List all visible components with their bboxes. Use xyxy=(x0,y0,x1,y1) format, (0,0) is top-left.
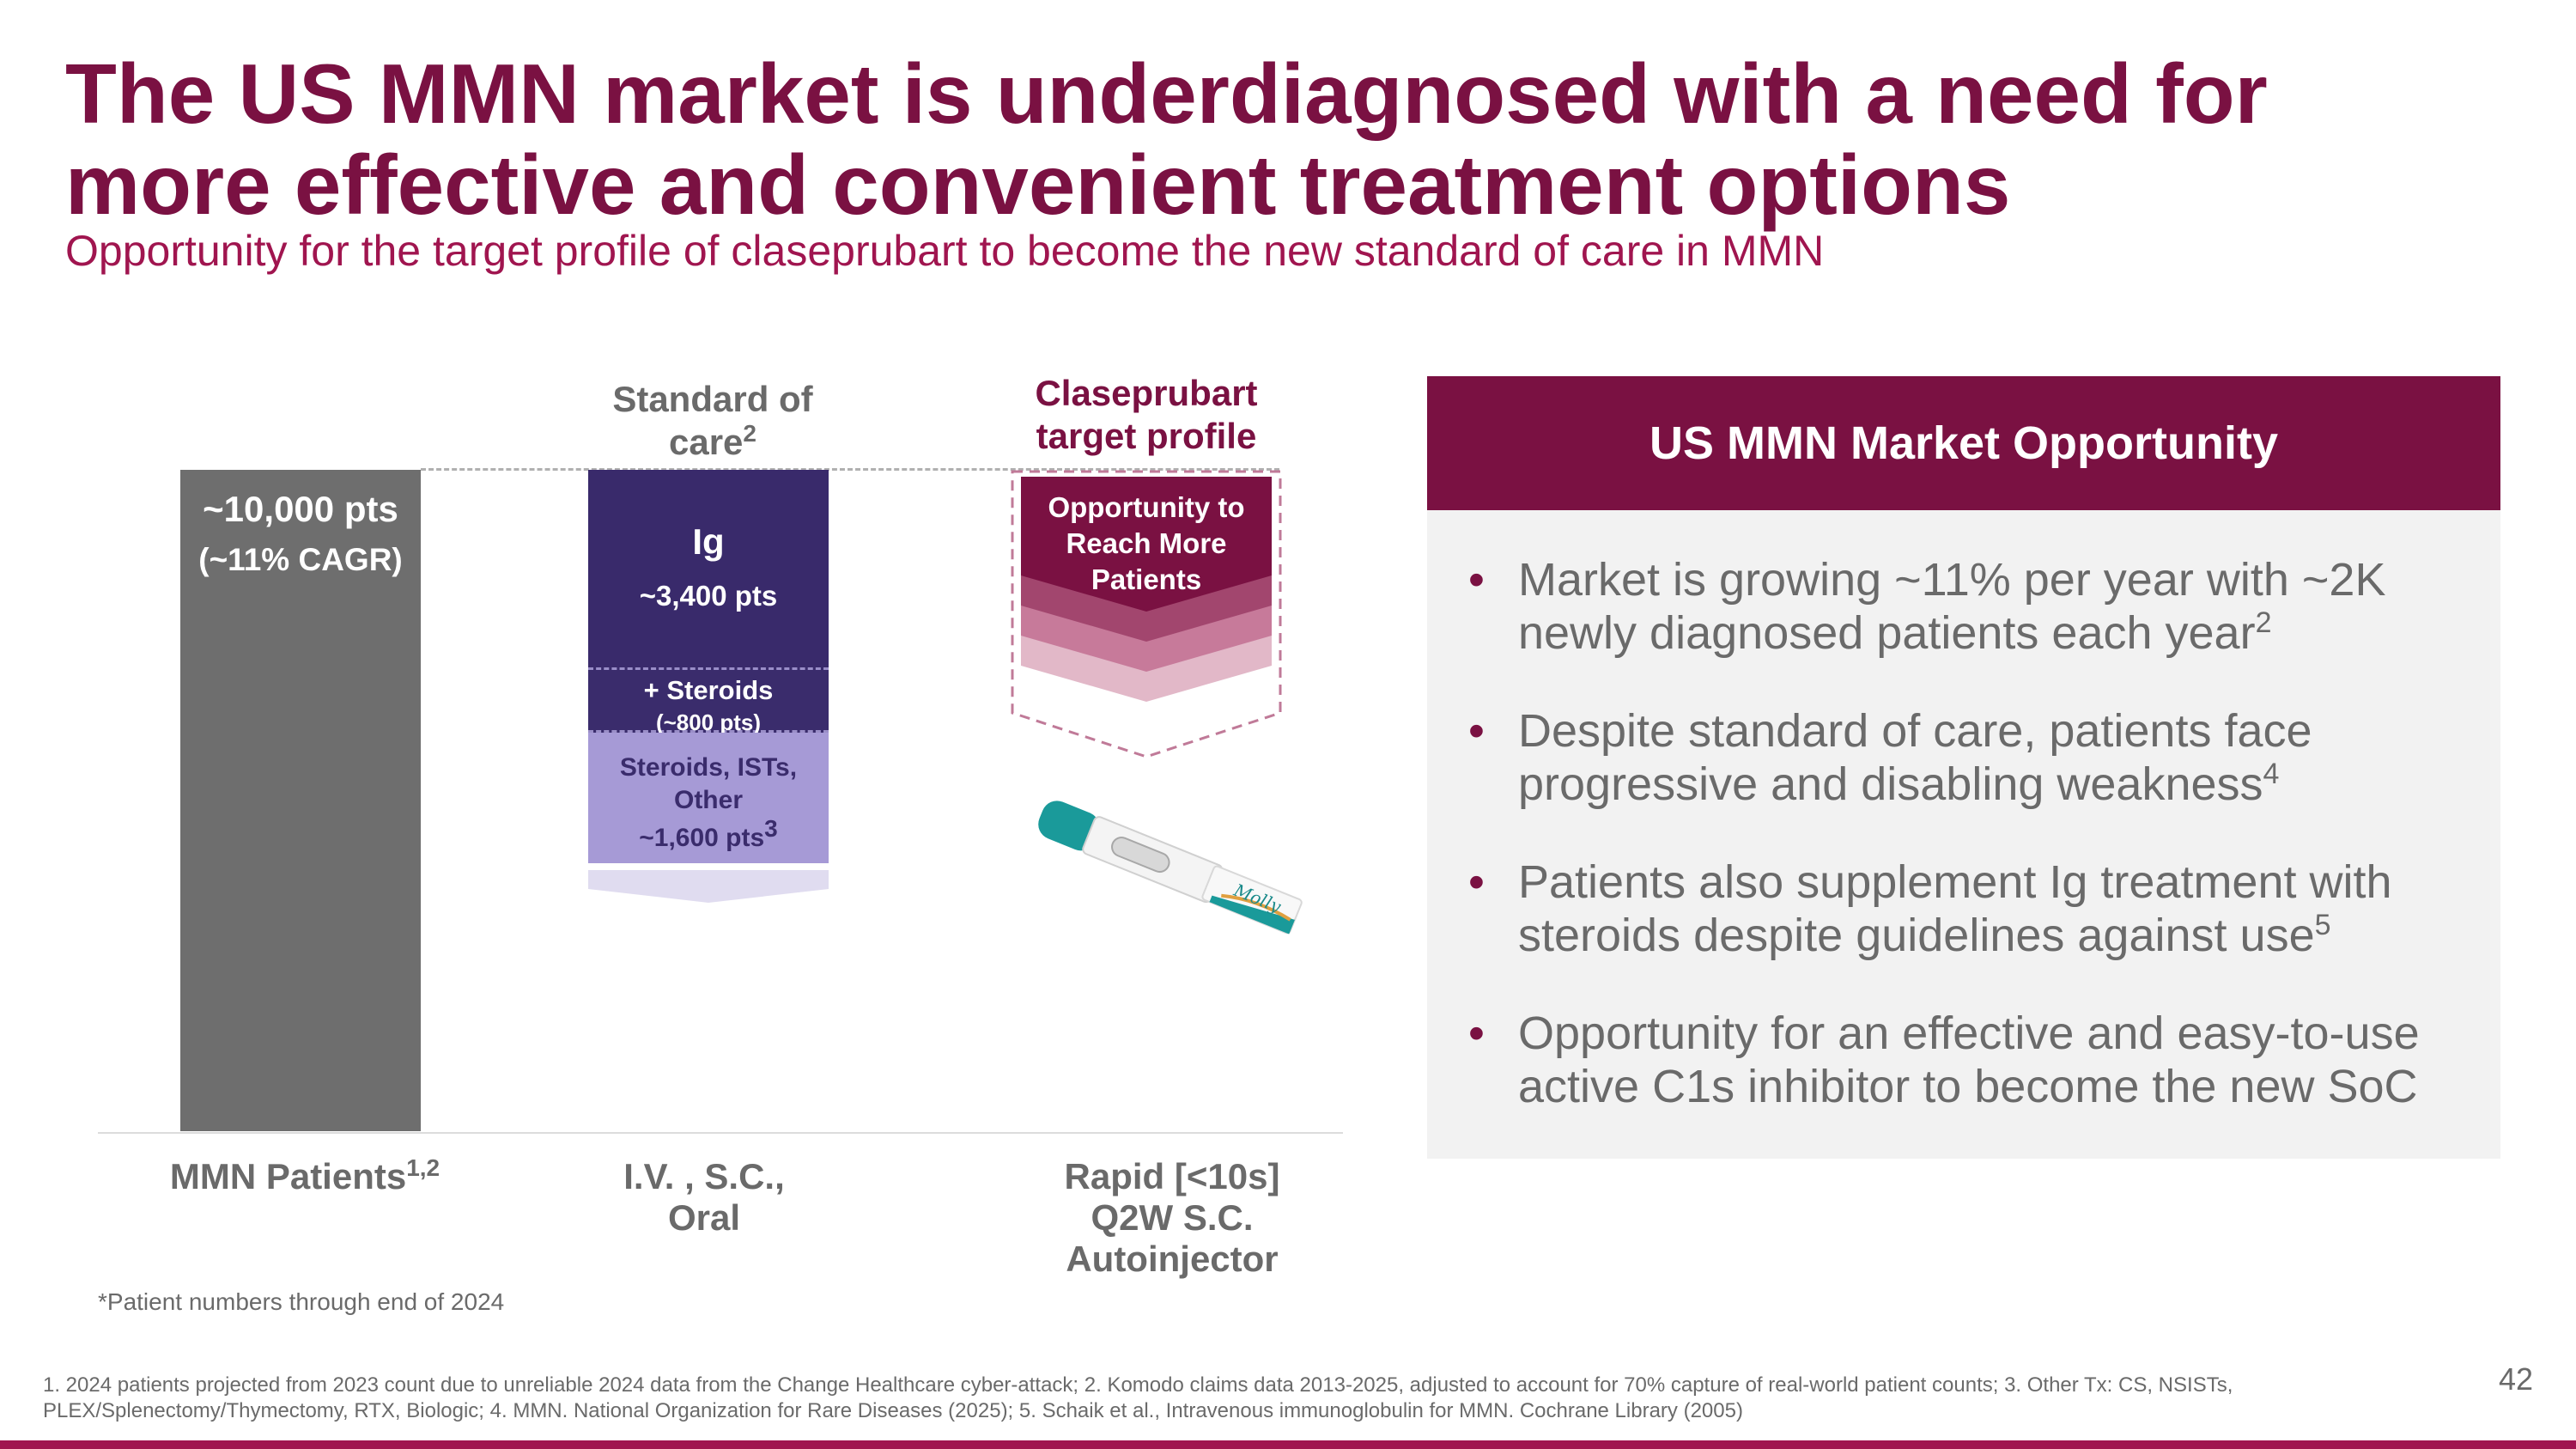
market-opportunity-panel: • Market is growing ~11% per year with ~2… xyxy=(1427,510,2500,1159)
bullet-item: • Despite standard of care, patients face… xyxy=(1468,704,2482,811)
patient-numbers-note: *Patient numbers through end of 2024 xyxy=(98,1288,505,1315)
bullet-dot: • xyxy=(1468,705,1485,757)
bullet-dot: • xyxy=(1468,1008,1485,1059)
standard-of-care-header: Standard of care2 xyxy=(592,378,833,464)
soc-overflow-chevron xyxy=(588,870,829,903)
x-label-mmn-patients-sup: 1,2 xyxy=(406,1154,440,1181)
total-patients-value: ~10,000 pts xyxy=(203,489,398,529)
market-opportunity-header: US MMN Market Opportunity xyxy=(1427,376,2500,510)
page-number: 42 xyxy=(2498,1361,2533,1397)
other-treatments-patients-value: ~1,600 pts xyxy=(639,824,765,852)
total-patients-growth: (~11% CAGR) xyxy=(198,542,403,577)
other-treatments-sup: 3 xyxy=(764,815,778,842)
bullet-item: • Market is growing ~11% per year with ~2… xyxy=(1468,553,2482,660)
bullet-text: Patients also supplement Ig treatment wi… xyxy=(1518,856,2392,961)
ig-patients: ~3,400 pts xyxy=(639,580,778,612)
bullet-item: • Patients also supplement Ig treatment w… xyxy=(1468,855,2482,962)
x-label-autoinjector: Rapid [<10s] Q2W S.C. Autoinjector xyxy=(1064,1156,1280,1279)
other-treatments-segment: Steroids, ISTs, Other ~1,600 pts3 xyxy=(588,733,829,863)
total-patients-bar: ~10,000 pts (~11% CAGR) xyxy=(180,470,421,1131)
bullet-sup: 2 xyxy=(2255,606,2272,639)
standard-of-care-label: Standard of care xyxy=(612,379,813,462)
bottom-rule xyxy=(0,1440,2576,1449)
page-subtitle: Opportunity for the target profile of cl… xyxy=(65,227,1825,275)
opportunity-bullets: • Market is growing ~11% per year with ~2… xyxy=(1468,553,2482,1158)
bullet-dot: • xyxy=(1468,554,1485,606)
bullet-text: Opportunity for an effective and easy-to… xyxy=(1518,1008,2420,1112)
references: 1. 2024 patients projected from 2023 cou… xyxy=(43,1373,2233,1422)
opportunity-chevron-graphic xyxy=(1011,470,1282,758)
steroids-segment: + Steroids (~800 pts) xyxy=(588,667,829,735)
bullet-item: • Opportunity for an effective and easy-t… xyxy=(1468,1007,2482,1113)
bullet-text: Market is growing ~11% per year with ~2K… xyxy=(1518,554,2386,659)
bullet-sup: 4 xyxy=(2263,758,2280,790)
bullet-dot: • xyxy=(1468,856,1485,908)
page-title: The US MMN market is underdiagnosed with… xyxy=(65,46,2268,232)
steroids-label: + Steroids xyxy=(643,675,774,705)
x-label-soc-routes: I.V. , S.C., Oral xyxy=(623,1156,785,1238)
steroids-patients: (~800 pts) xyxy=(655,709,762,735)
bullet-text: Despite standard of care, patients face … xyxy=(1518,705,2312,810)
autoinjector-device-image: Molly xyxy=(1038,801,1303,935)
standard-of-care-sup: 2 xyxy=(743,420,756,447)
ig-label: Ig xyxy=(692,521,725,562)
claseprubart-header: Claseprubart target profile xyxy=(1035,373,1258,456)
opportunity-label: Opportunity to Reach More Patients xyxy=(1048,491,1245,595)
ig-segment: Ig ~3,400 pts xyxy=(588,470,829,667)
x-label-mmn-patients: MMN Patients1,2 xyxy=(137,1156,472,1197)
x-label-mmn-patients-text: MMN Patients xyxy=(169,1156,407,1196)
other-treatments-patients: ~1,600 pts3 xyxy=(588,817,829,853)
chart-baseline xyxy=(98,1132,1343,1134)
bullet-sup: 5 xyxy=(2314,909,2331,941)
top-guide-line xyxy=(421,468,1279,471)
other-treatments-label: Steroids, ISTs, Other xyxy=(619,753,798,814)
